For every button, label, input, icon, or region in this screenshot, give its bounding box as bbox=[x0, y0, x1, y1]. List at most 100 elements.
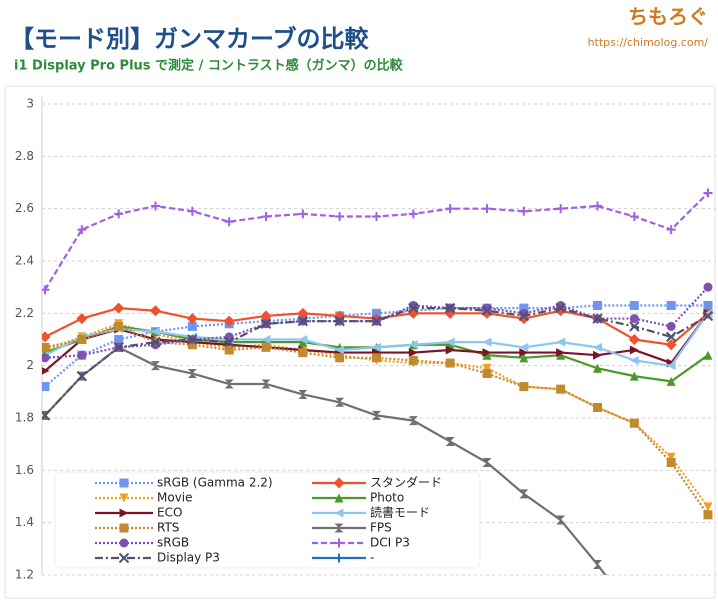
marker bbox=[556, 350, 566, 360]
legend-label: Photo bbox=[370, 491, 404, 505]
marker bbox=[629, 345, 639, 355]
y-tick-label: 2.2 bbox=[15, 306, 34, 320]
y-tick-label: 1.8 bbox=[15, 411, 34, 425]
marker bbox=[187, 321, 197, 331]
marker bbox=[593, 201, 602, 211]
marker bbox=[666, 452, 676, 462]
chart-subtitle: i1 Display Pro Plus で測定 / コントラスト感（ガンマ）の比… bbox=[14, 58, 404, 74]
y-tick-label: 2.4 bbox=[15, 254, 34, 268]
marker bbox=[445, 345, 455, 355]
marker bbox=[335, 397, 345, 407]
marker bbox=[408, 416, 418, 426]
marker bbox=[335, 345, 345, 355]
marker bbox=[556, 204, 566, 214]
legend-item: 読書モード bbox=[312, 505, 430, 520]
marker bbox=[151, 361, 160, 371]
marker bbox=[665, 331, 677, 343]
legend-label: ECO bbox=[157, 506, 182, 520]
marker bbox=[150, 336, 161, 348]
series-line bbox=[44, 346, 607, 575]
marker bbox=[42, 410, 51, 421]
legend-label: 読書モード bbox=[370, 505, 430, 520]
y-tick-label: 2.6 bbox=[15, 201, 34, 215]
marker bbox=[445, 358, 455, 368]
chart-title: 【モード別】ガンマカーブの比較 bbox=[10, 25, 370, 53]
marker bbox=[519, 206, 529, 216]
legend-box bbox=[54, 471, 481, 569]
y-tick-label: 3 bbox=[26, 97, 34, 111]
marker bbox=[224, 379, 234, 389]
marker bbox=[482, 337, 492, 347]
legend-label: Display P3 bbox=[157, 551, 220, 565]
marker bbox=[593, 342, 602, 352]
marker bbox=[372, 410, 381, 420]
marker bbox=[334, 508, 344, 518]
marker bbox=[666, 300, 676, 310]
marker bbox=[118, 552, 130, 564]
marker bbox=[298, 209, 308, 219]
marker bbox=[482, 363, 492, 373]
marker bbox=[666, 361, 676, 371]
marker bbox=[297, 307, 309, 319]
marker bbox=[261, 342, 271, 352]
marker bbox=[629, 300, 639, 310]
marker bbox=[151, 327, 160, 337]
marker bbox=[593, 363, 602, 373]
marker bbox=[556, 337, 566, 347]
marker bbox=[261, 212, 271, 222]
marker bbox=[482, 457, 492, 467]
marker bbox=[629, 321, 640, 332]
marker bbox=[42, 342, 50, 352]
marker bbox=[224, 217, 234, 227]
marker bbox=[593, 403, 602, 413]
marker bbox=[42, 331, 51, 343]
y-tick-label: 1.2 bbox=[15, 568, 34, 582]
marker bbox=[629, 371, 639, 381]
marker bbox=[519, 342, 529, 352]
marker bbox=[703, 350, 713, 360]
marker bbox=[261, 379, 271, 389]
legend-label: RTS bbox=[157, 521, 179, 535]
marker bbox=[703, 300, 713, 310]
marker bbox=[482, 204, 492, 214]
marker bbox=[298, 348, 308, 358]
marker bbox=[372, 342, 381, 352]
marker bbox=[703, 510, 713, 520]
marker bbox=[298, 337, 308, 347]
marker bbox=[555, 302, 566, 314]
legend-item: - bbox=[312, 551, 374, 565]
legend-item: ECO bbox=[95, 506, 182, 520]
marker bbox=[261, 335, 271, 344]
marker bbox=[629, 418, 639, 428]
marker bbox=[150, 305, 161, 317]
marker bbox=[187, 334, 198, 345]
marker bbox=[119, 508, 129, 518]
marker bbox=[114, 335, 124, 344]
marker bbox=[151, 201, 160, 211]
marker bbox=[297, 315, 309, 327]
marker bbox=[223, 336, 235, 348]
url: https://chimolog.com/ bbox=[588, 36, 709, 49]
marker bbox=[114, 321, 124, 331]
marker bbox=[445, 204, 455, 214]
logo: ちもろぐ bbox=[628, 5, 708, 29]
marker bbox=[666, 376, 676, 386]
legend-item: Movie bbox=[95, 491, 193, 505]
marker bbox=[666, 321, 676, 331]
y-tick-label: 1.4 bbox=[15, 515, 34, 529]
legend-label: sRGB (Gamma 2.2) bbox=[157, 476, 273, 490]
marker bbox=[408, 209, 418, 219]
marker bbox=[119, 523, 129, 533]
marker bbox=[556, 384, 566, 394]
y-tick-label: 2 bbox=[26, 358, 34, 372]
marker bbox=[42, 382, 50, 392]
marker bbox=[113, 302, 125, 314]
chart-frame bbox=[4, 85, 716, 599]
legend-label: FPS bbox=[370, 521, 392, 535]
marker bbox=[518, 310, 530, 322]
marker bbox=[482, 348, 492, 358]
marker bbox=[298, 335, 308, 344]
marker bbox=[76, 313, 88, 325]
marker bbox=[408, 355, 418, 365]
